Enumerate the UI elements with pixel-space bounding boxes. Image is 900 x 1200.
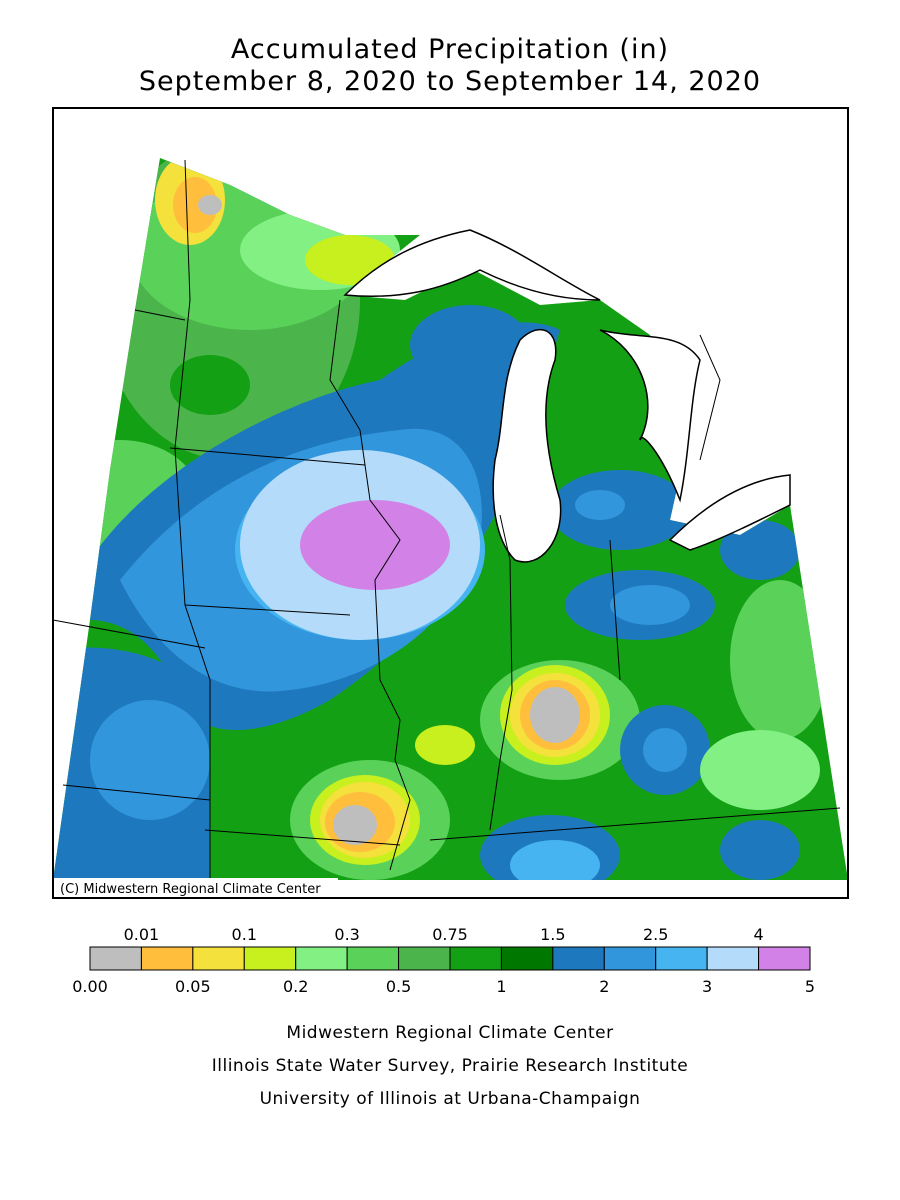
legend-swatch: [449, 946, 502, 971]
footer-line: University of Illinois at Urbana-Champai…: [260, 1089, 641, 1109]
legend-label: 0.5: [386, 977, 411, 996]
legend-label: 1.5: [540, 925, 565, 944]
legend: 0.00 0.01 0.05 0.1 0.2 0.3 0.5 0.75 1 1.5 2 2.5 3 4 5: [72, 925, 815, 996]
legend-swatch: [603, 946, 657, 971]
legend-label: 3: [702, 977, 712, 996]
footer-line: Illinois State Water Survey, Prairie Res…: [212, 1056, 688, 1076]
borders: [52, 159, 841, 880]
legend-label: 0.75: [432, 925, 468, 944]
map-credit: (C) Midwestern Regional Climate Center: [60, 882, 321, 897]
legend-label: 0.1: [232, 925, 257, 944]
legend-swatch: [192, 946, 245, 971]
legend-label: 4: [753, 925, 763, 944]
map-frame: [52, 107, 849, 899]
legend-swatch: [500, 946, 554, 971]
title: Accumulated Precipitation (in): [231, 34, 669, 65]
legend-swatch: [89, 946, 142, 971]
lakes: [343, 229, 791, 563]
legend-swatch: [243, 946, 297, 971]
legend-label: 0.05: [175, 977, 211, 996]
legend-label: 1: [496, 977, 506, 996]
legend-swatch: [295, 946, 348, 971]
legend-swatch: [655, 946, 708, 971]
subtitle: September 8, 2020 to September 14, 2020: [139, 66, 761, 97]
legend-label: 0.3: [334, 925, 359, 944]
legend-label: 0.00: [72, 977, 108, 996]
legend-label: 2: [599, 977, 609, 996]
credit-box: [54, 878, 338, 897]
legend-label: 0.2: [283, 977, 308, 996]
legend-swatch: [140, 946, 194, 971]
legend-label: 5: [805, 977, 815, 996]
legend-swatch: [346, 946, 400, 971]
legend-swatch: [758, 946, 811, 971]
footer-line: Midwestern Regional Climate Center: [286, 1023, 613, 1043]
legend-label: 2.5: [643, 925, 668, 944]
legend-swatch: [552, 946, 605, 971]
legend-label: 0.01: [124, 925, 160, 944]
legend-swatch: [398, 946, 451, 971]
legend-swatch: [706, 946, 760, 971]
